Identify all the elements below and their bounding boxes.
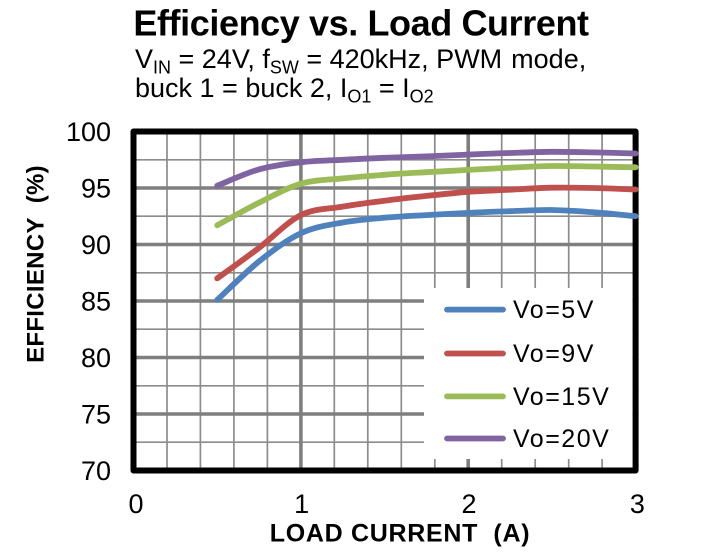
svg-text:VIN = 24V, fSW = 420kHz, PWM m: VIN = 24V, fSW = 420kHz, PWM mode,: [135, 44, 586, 78]
svg-text:2: 2: [461, 489, 476, 519]
svg-text:1: 1: [294, 489, 309, 519]
svg-text:95: 95: [81, 174, 111, 204]
svg-text:Vo=15V: Vo=15V: [513, 383, 610, 411]
svg-text:Efficiency vs. Load Current: Efficiency vs. Load Current: [133, 3, 589, 44]
svg-text:LOAD CURRENT (A): LOAD CURRENT (A): [270, 520, 530, 548]
svg-text:80: 80: [81, 343, 111, 373]
svg-text:100: 100: [66, 117, 111, 147]
svg-text:3: 3: [630, 489, 645, 519]
svg-text:Vo=5V: Vo=5V: [513, 296, 595, 324]
svg-text:Vo=20V: Vo=20V: [513, 425, 610, 453]
svg-text:0: 0: [128, 489, 143, 519]
svg-text:85: 85: [81, 287, 111, 317]
svg-text:70: 70: [81, 456, 111, 486]
svg-text:90: 90: [81, 230, 111, 260]
svg-text:buck 1 = buck 2, IO1 = IO2: buck 1 = buck 2, IO1 = IO2: [135, 73, 434, 107]
svg-text:EFFICIENCY (%): EFFICIENCY (%): [23, 165, 50, 363]
svg-text:Vo=9V: Vo=9V: [513, 340, 595, 368]
svg-text:75: 75: [81, 400, 111, 430]
